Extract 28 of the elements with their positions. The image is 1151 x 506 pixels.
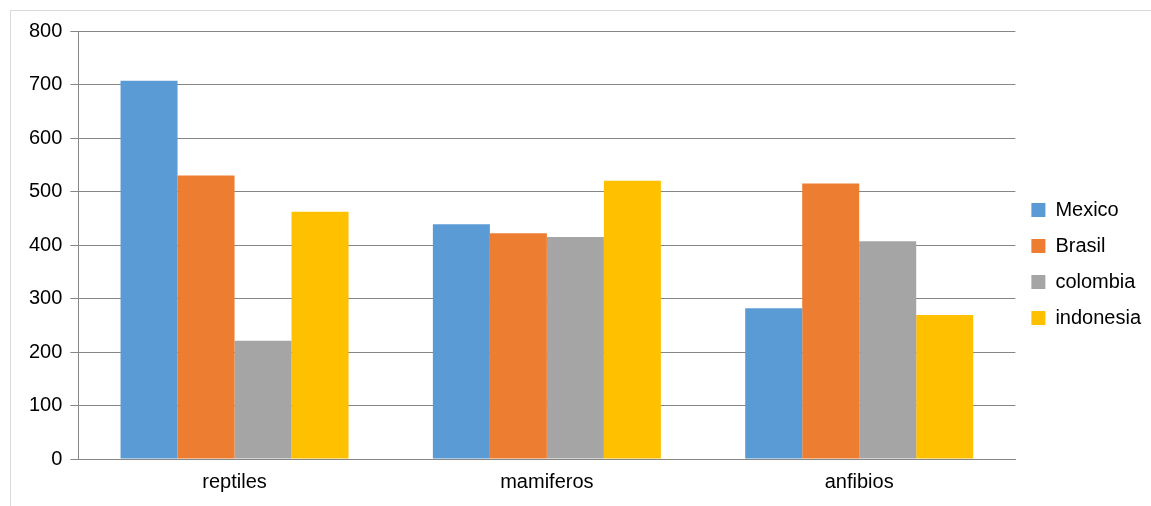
y-tick-label: 400: [28, 232, 63, 255]
y-tick-label: 200: [28, 339, 63, 362]
x-tick-label: anfibios: [824, 469, 894, 492]
y-tick-label: 500: [28, 179, 63, 202]
bar: [489, 233, 547, 459]
legend-label: Mexico: [1055, 197, 1119, 220]
legend-label: Brasil: [1055, 233, 1106, 256]
bar: [916, 315, 974, 459]
bar: [859, 241, 917, 459]
bar: [234, 340, 292, 459]
x-tick-label: mamiferos: [500, 469, 594, 492]
bar: [546, 236, 604, 459]
bar: [745, 308, 803, 459]
bar: [177, 175, 235, 459]
bar: [802, 183, 860, 459]
y-tick-label: 300: [28, 286, 63, 309]
legend-label: indonesia: [1055, 305, 1142, 328]
bar: [291, 211, 349, 459]
bar: [120, 80, 178, 459]
y-tick-label: 800: [28, 18, 63, 41]
bar: [603, 180, 661, 459]
x-tick-label: reptiles: [202, 469, 267, 492]
y-tick-label: 100: [28, 393, 63, 416]
y-tick-label: 600: [28, 125, 63, 148]
bar: [432, 224, 490, 459]
y-tick-label: 0: [51, 446, 63, 469]
y-tick-label: 700: [28, 72, 63, 95]
legend-label: colombia: [1055, 269, 1137, 292]
